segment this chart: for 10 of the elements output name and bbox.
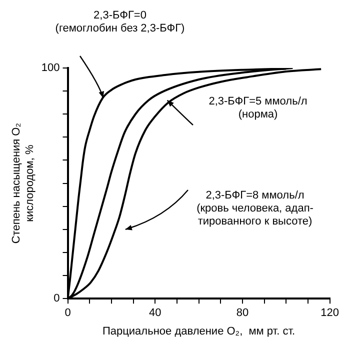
x-tick-label: 40 [148, 307, 162, 320]
annotation: 2,3-БФГ=8 ммоль/л (кровь человека, адап- тированного к высоте) [196, 190, 314, 228]
y-tick-label: 100 [41, 62, 60, 74]
x-tick-label: 80 [236, 307, 249, 320]
x-tick-label: 120 [320, 307, 340, 320]
annotation: 2,3-БФГ=5 ммоль/л (норма) [208, 96, 308, 121]
x-tick-label: 0 [64, 307, 71, 320]
x-axis-title: Парциальное давление O₂, мм рт. ст. [102, 325, 296, 338]
text: 2,3-БФГ=0 (гемоглобин без 2,3-БФГ) [55, 10, 185, 35]
y-axis-title: Степень насыщения O₂ кислородом, % [10, 122, 36, 244]
